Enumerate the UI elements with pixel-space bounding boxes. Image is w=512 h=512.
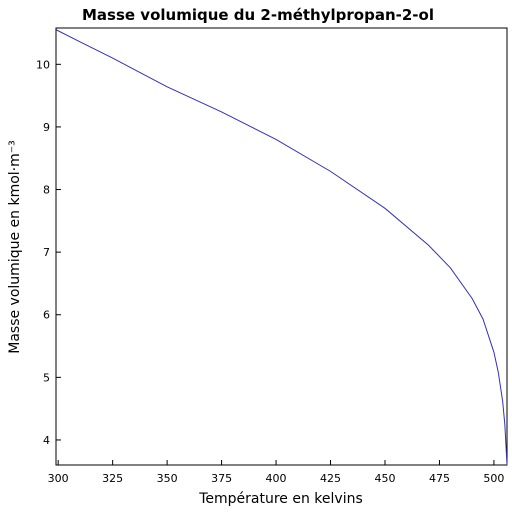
x-axis: 300 325 350 375 400 425 450 475 500 bbox=[48, 460, 504, 485]
x-tick-label: 350 bbox=[157, 472, 178, 485]
x-tick-label: 400 bbox=[266, 472, 287, 485]
x-tick-label: 300 bbox=[48, 472, 69, 485]
chart-title: Masse volumique du 2-méthylpropan-2-ol bbox=[82, 6, 434, 24]
x-axis-label: Température en kelvins bbox=[198, 491, 363, 507]
x-tick-label: 500 bbox=[483, 472, 504, 485]
y-axis-label: Masse volumique en kmol·m⁻³ bbox=[7, 140, 23, 354]
plot-area bbox=[55, 27, 508, 466]
x-tick-label: 325 bbox=[102, 472, 123, 485]
y-tick-label: 6 bbox=[43, 309, 50, 322]
x-tick-label: 425 bbox=[320, 472, 341, 485]
x-tick-label: 475 bbox=[429, 472, 450, 485]
density-curve bbox=[56, 29, 508, 466]
x-tick-label: 375 bbox=[211, 472, 232, 485]
y-tick-label: 4 bbox=[43, 434, 50, 447]
x-tick-label: 450 bbox=[374, 472, 395, 485]
y-tick-label: 9 bbox=[43, 121, 50, 134]
y-axis: 4 5 6 7 8 9 10 bbox=[36, 58, 61, 447]
y-tick-label: 5 bbox=[43, 371, 50, 384]
y-tick-label: 7 bbox=[43, 246, 50, 259]
y-tick-label: 10 bbox=[36, 58, 50, 71]
y-tick-label: 8 bbox=[43, 184, 50, 197]
